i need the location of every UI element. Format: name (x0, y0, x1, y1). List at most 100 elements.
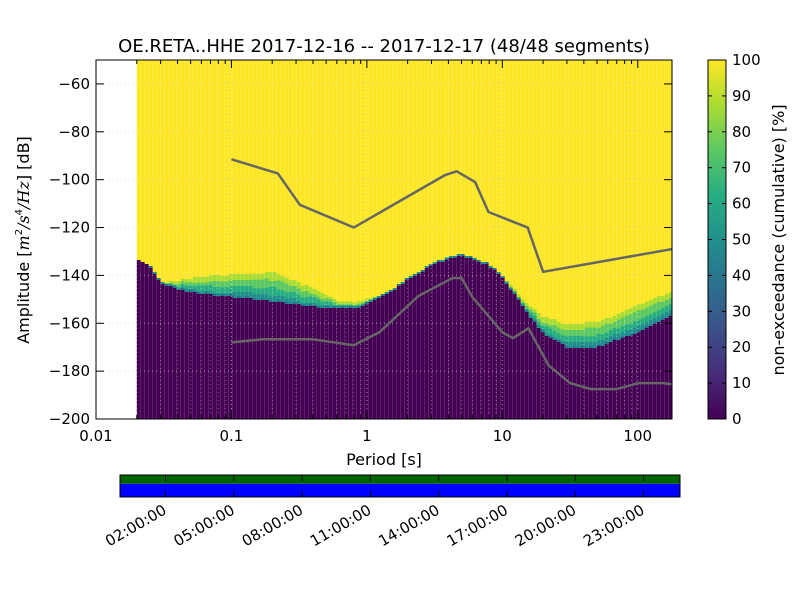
heatmap-column-high (480, 60, 485, 260)
heatmap-column-low (228, 296, 233, 419)
heatmap-cell (296, 297, 301, 302)
heatmap-cell (628, 334, 633, 336)
heatmap-cell (632, 321, 637, 326)
heatmap-column-high (432, 60, 437, 262)
heatmap-cell (488, 266, 493, 268)
heatmap-cell (656, 320, 661, 322)
heatmap-column-high (668, 60, 672, 286)
heatmap-cell (640, 324, 645, 328)
heatmap-cell (272, 281, 277, 285)
heatmap-cell (532, 320, 537, 322)
heatmap-cell (612, 313, 617, 317)
heatmap-cell (592, 336, 597, 340)
heatmap-column-low (552, 340, 557, 419)
heatmap-cell (640, 303, 645, 308)
heatmap-column-high (440, 60, 445, 258)
heatmap-cell (204, 282, 209, 286)
heatmap-cell (172, 278, 177, 282)
heatmap-cell (388, 290, 393, 292)
heatmap-cell (576, 346, 581, 348)
heatmap-column-high (372, 60, 377, 294)
heatmap-cell (576, 321, 581, 325)
heatmap-cell (372, 298, 377, 300)
heatmap-cell (320, 299, 325, 303)
heatmap-cell (288, 280, 293, 284)
heatmap-cell (320, 306, 325, 308)
heatmap-column-high (216, 60, 221, 272)
heatmap-cell (240, 286, 245, 290)
heatmap-column-high (412, 60, 417, 274)
heatmap-cell (568, 333, 573, 337)
heatmap-cell (604, 342, 609, 344)
heatmap-cell (568, 327, 573, 331)
heatmap-column-high (360, 60, 365, 298)
heatmap-cell (668, 286, 672, 290)
heatmap-cell (560, 326, 565, 330)
heatmap-cell (272, 272, 277, 276)
heatmap-cell (624, 312, 629, 317)
heatmap-cell (556, 318, 561, 323)
heatmap-cell (628, 305, 633, 309)
heatmap-cell (168, 284, 173, 286)
heatmap-cell (280, 300, 285, 302)
heatmap-cell (616, 310, 621, 315)
heatmap-cell (204, 279, 209, 283)
heatmap-cell (544, 314, 549, 318)
heatmap-cell (180, 281, 185, 285)
heatmap-cell (592, 330, 597, 334)
heatmap-column-low (460, 256, 465, 419)
heatmap-cell (624, 306, 629, 311)
heatmap-column-high (352, 60, 357, 300)
heatmap-cell (308, 304, 313, 306)
heatmap-cell (644, 322, 649, 326)
heatmap-column-high (324, 60, 329, 292)
heatmap-cell (248, 274, 253, 278)
heatmap-cell (224, 294, 229, 296)
heatmap-cell (564, 330, 569, 334)
heatmap-cell (656, 310, 661, 314)
heatmap-cell (608, 324, 613, 328)
heatmap-cell (236, 277, 241, 281)
heatmap-cell (648, 305, 653, 309)
heatmap-cell (592, 342, 597, 346)
heatmap-cell (168, 280, 173, 284)
heatmap-column-high (380, 60, 385, 292)
heatmap-cell (604, 332, 609, 336)
heatmap-cell (276, 271, 281, 275)
heatmap-cell (636, 298, 641, 302)
heatmap-cell (240, 277, 245, 281)
heatmap-cell (588, 339, 593, 343)
heatmap-column-high (472, 60, 477, 258)
heatmap-cell (568, 330, 573, 334)
heatmap-cell (320, 293, 325, 297)
heatmap-cell (532, 315, 537, 320)
heatmap-column-high (552, 60, 557, 316)
heatmap-cell (544, 329, 549, 334)
heatmap-cell (656, 298, 661, 303)
heatmap-column-high (572, 60, 577, 318)
y-tick-label: −160 (49, 314, 90, 332)
heatmap-cell (220, 270, 225, 274)
heatmap-cell (660, 302, 665, 306)
heatmap-cell (384, 292, 389, 294)
timeline-tick-label: 14:00:00 (375, 501, 442, 550)
heatmap-cell (588, 318, 593, 323)
heatmap-column-low (540, 332, 545, 419)
x-axis-label: Period [s] (346, 450, 422, 469)
heatmap-column-high (612, 60, 617, 310)
heatmap-cell (596, 319, 601, 323)
heatmap-column-high (556, 60, 561, 316)
heatmap-cell (188, 290, 193, 292)
heatmap-column-low (532, 322, 537, 419)
heatmap-cell (532, 306, 537, 310)
heatmap-cell (648, 317, 653, 321)
heatmap-column-low (360, 306, 365, 419)
heatmap-column-low (176, 290, 181, 419)
heatmap-cell (612, 322, 617, 326)
heatmap-column-high (220, 60, 225, 270)
heatmap-column-low (260, 300, 265, 419)
heatmap-cell (356, 306, 361, 308)
plot-frame (95, 59, 673, 420)
heatmap-column-high (176, 60, 181, 278)
heatmap-cell (268, 287, 273, 291)
